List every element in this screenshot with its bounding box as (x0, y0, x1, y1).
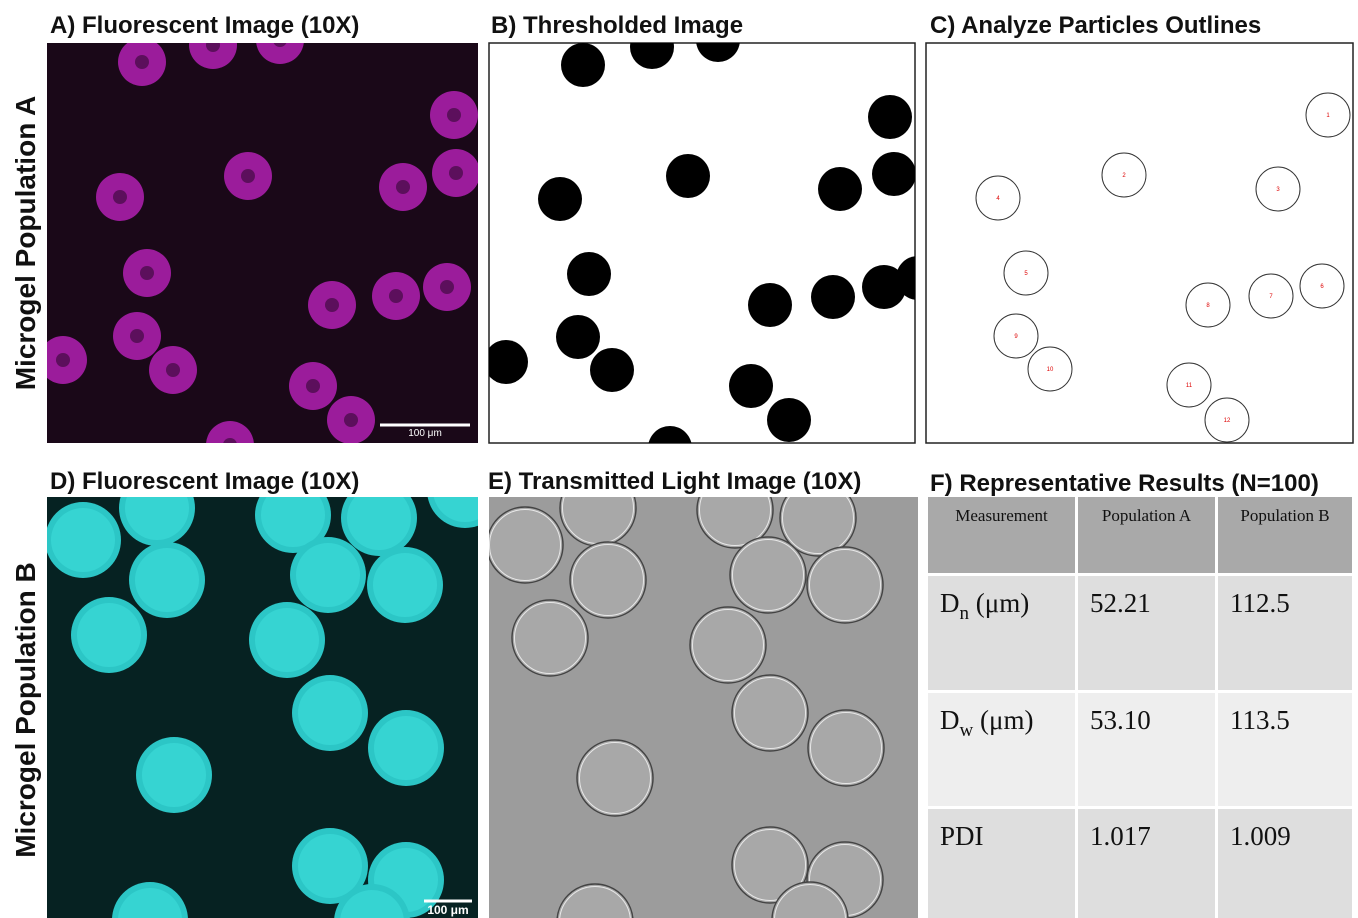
microgel-inner (347, 486, 411, 550)
particle (872, 152, 916, 196)
microgel-core (449, 166, 463, 180)
panel-title: C) Analyze Particles Outlines (930, 12, 1261, 39)
table-value: 112.5 (1230, 588, 1290, 618)
microgel-inner (298, 681, 362, 745)
microgel-core (325, 298, 339, 312)
microgel-inner (373, 553, 437, 617)
table-value: 52.21 (1090, 588, 1151, 618)
table-header: Population A (1102, 506, 1192, 525)
particle (556, 315, 600, 359)
particle (748, 283, 792, 327)
symbol: PDI (940, 821, 984, 851)
microgel-core (113, 190, 127, 204)
microgel-outline (807, 547, 883, 623)
table-value: 1.017 (1090, 821, 1151, 851)
microgel-inner (255, 608, 319, 672)
subscript: w (960, 720, 974, 741)
microgel-inner (296, 543, 360, 607)
row-label: Microgel Population B (10, 562, 41, 858)
particle (868, 95, 912, 139)
subscript: n (960, 603, 970, 624)
unit: (μm) (969, 588, 1029, 618)
scale-bar-label: 100 μm (408, 428, 442, 439)
scale-bar-label: 100 μm (427, 903, 468, 917)
microgel-core (389, 289, 403, 303)
panel-title: D) Fluorescent Image (10X) (50, 468, 359, 495)
particle (538, 177, 582, 221)
particle-label: 11 (1186, 383, 1193, 389)
particle (666, 154, 710, 198)
symbol: D (940, 588, 960, 618)
particle (590, 348, 634, 392)
microgel-inner (51, 508, 115, 572)
particle (561, 43, 605, 87)
microgel-inner (374, 716, 438, 780)
microgel-outline (690, 607, 766, 683)
microgel-inner (135, 548, 199, 612)
row-label: Microgel Population A (10, 96, 41, 391)
microgel-core (396, 180, 410, 194)
figure: Microgel Population A Microgel Populatio… (0, 0, 1358, 918)
particle (648, 426, 692, 470)
microgel-core (447, 108, 461, 122)
microgel-inner (77, 603, 141, 667)
particle (567, 252, 611, 296)
particle-label: 12 (1224, 418, 1231, 424)
microgel-core (130, 329, 144, 343)
particle (811, 275, 855, 319)
particle (818, 167, 862, 211)
microgel-outline (732, 675, 808, 751)
microgel-core (344, 413, 358, 427)
microgel-core (241, 169, 255, 183)
unit: (μm) (973, 705, 1033, 735)
panel-title: E) Transmitted Light Image (10X) (488, 468, 861, 495)
microgel-outline (577, 740, 653, 816)
panel-title: B) Thresholded Image (491, 12, 743, 39)
microgel-core (223, 438, 237, 452)
microgel-core (140, 266, 154, 280)
microgel (206, 421, 254, 469)
particle (767, 398, 811, 442)
microgel-core (440, 280, 454, 294)
microgel-core (206, 38, 220, 52)
microgel-outline (808, 710, 884, 786)
microgel-outline (730, 537, 806, 613)
table-value: 53.10 (1090, 705, 1151, 735)
particle (484, 340, 528, 384)
microgel-inner (142, 743, 206, 807)
panel-title: F) Representative Results (N=100) (930, 470, 1319, 497)
microgel-core (306, 379, 320, 393)
microgel-core (56, 353, 70, 367)
particle-label: 10 (1047, 367, 1054, 373)
table-header: Measurement (955, 506, 1048, 525)
microgel-outline (512, 600, 588, 676)
table-value: 113.5 (1230, 705, 1290, 735)
image-a (47, 43, 478, 443)
microgel-core (166, 363, 180, 377)
table-label: PDI (940, 821, 984, 851)
table-value: 1.009 (1230, 821, 1291, 851)
table-header: Population B (1240, 506, 1329, 525)
microgel-core (135, 55, 149, 69)
microgel-inner (298, 834, 362, 898)
particle (729, 364, 773, 408)
image-b (489, 43, 915, 443)
symbol: D (940, 705, 960, 735)
microgel-outline (570, 542, 646, 618)
image-c (926, 43, 1353, 443)
microgel-outline (487, 507, 563, 583)
panel-title: A) Fluorescent Image (10X) (50, 12, 359, 39)
